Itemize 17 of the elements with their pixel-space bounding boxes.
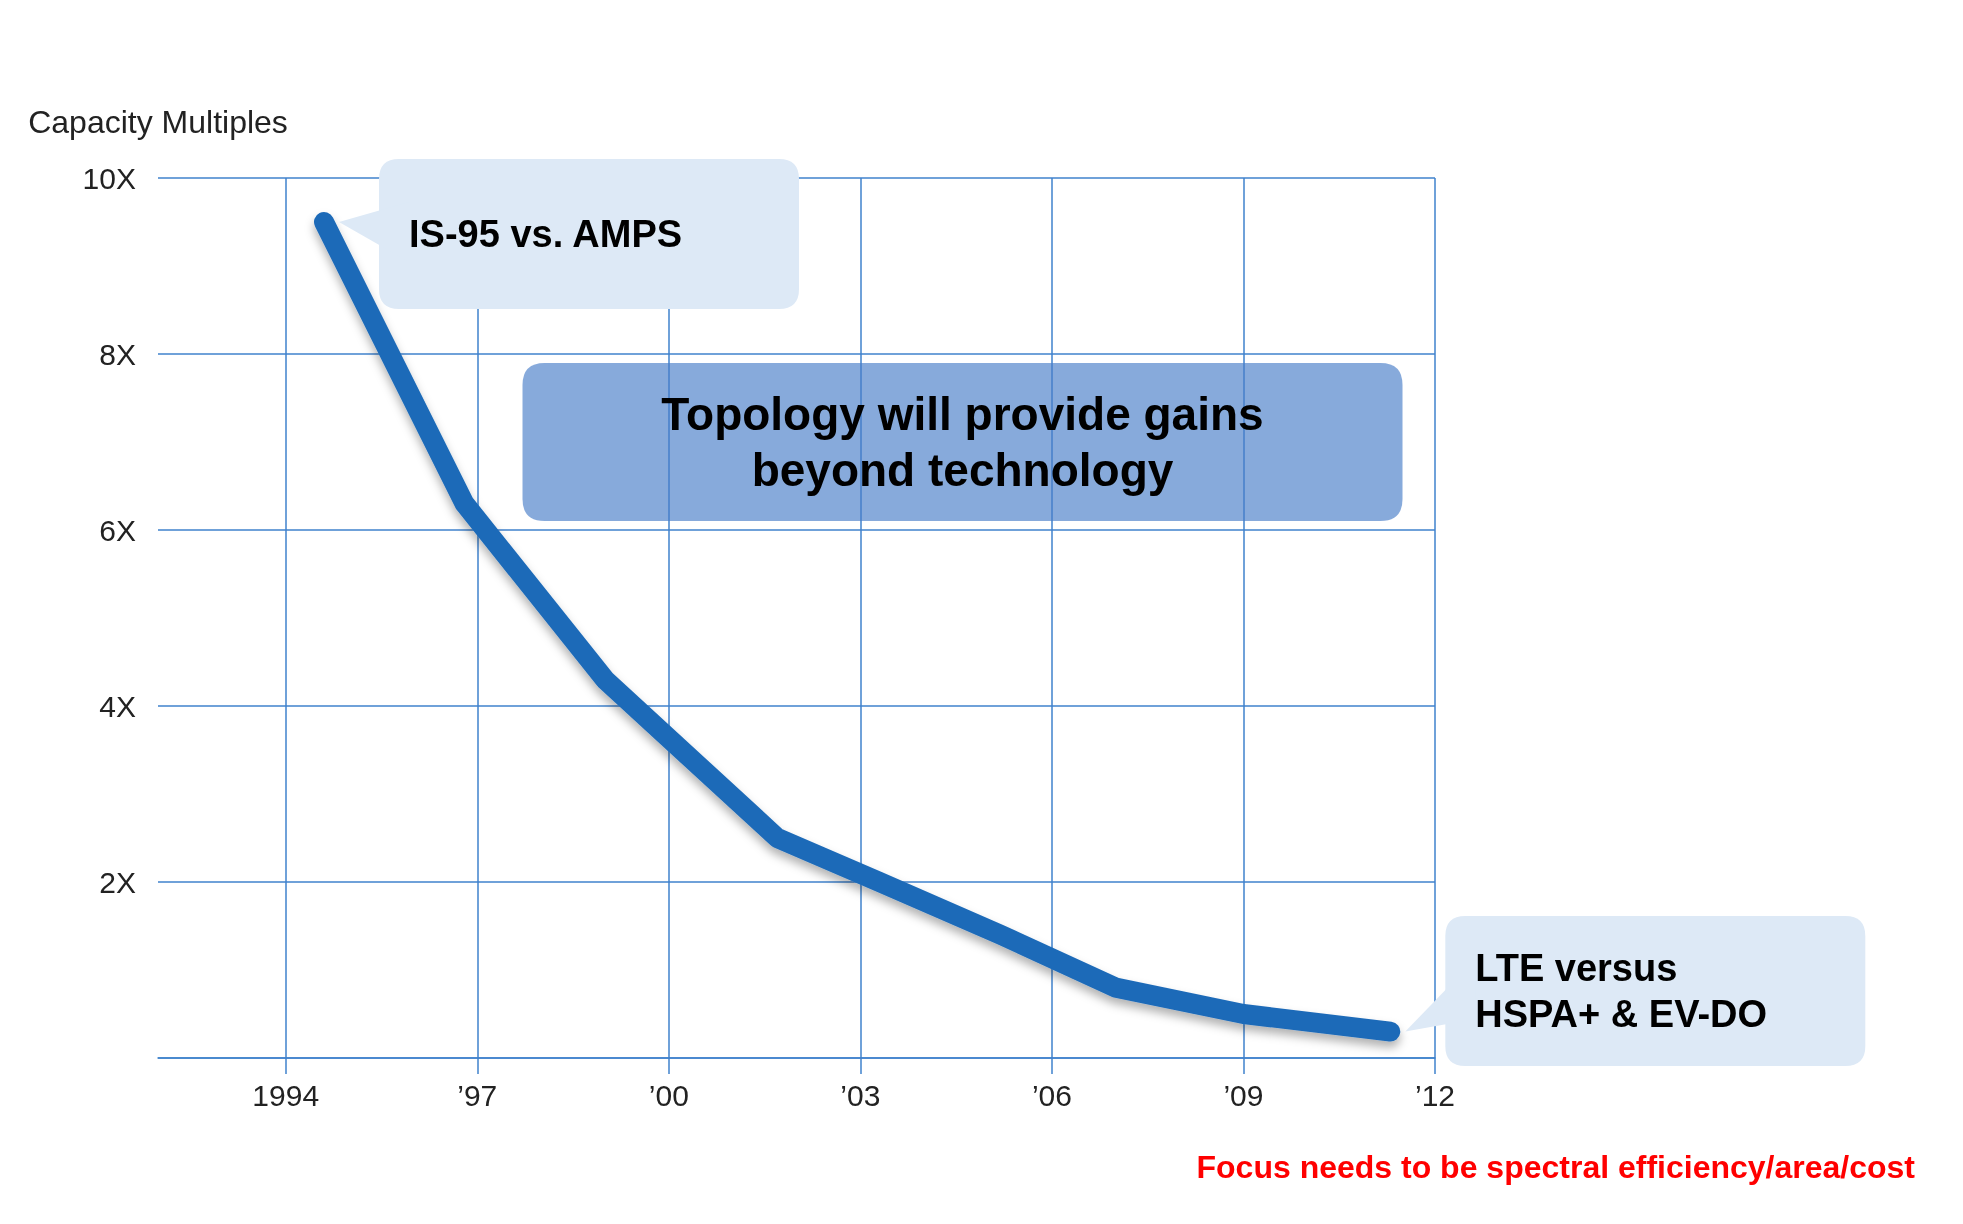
x-tick-label: ’03 (840, 1078, 881, 1112)
annotation: LTE versus HSPA+ & EV-DO (1475, 946, 1769, 1037)
y-tick-label: 6X (99, 513, 136, 547)
y-tick-label: 2X (99, 865, 136, 899)
text: Focus needs to be spectral efficiency/area/cost (1196, 1149, 1915, 1186)
y-tick-label: 4X (99, 689, 136, 723)
x-tick-label: ’12 (1414, 1078, 1456, 1112)
x-tick-label: 1994 (252, 1078, 320, 1112)
y-axis-title: Capacity Multiples (28, 104, 288, 140)
x-tick-label: ’00 (648, 1078, 689, 1112)
y-tick-label: 10X (82, 161, 136, 195)
x-tick-label: ’09 (1223, 1078, 1264, 1112)
x-tick-label: ’97 (457, 1078, 498, 1112)
annotation: IS-95 vs. AMPS (409, 212, 683, 257)
x-tick-label: ’06 (1031, 1078, 1072, 1112)
annotation: Topology will provide gains beyond technology (660, 387, 1265, 498)
y-tick-label: 8X (99, 337, 136, 371)
